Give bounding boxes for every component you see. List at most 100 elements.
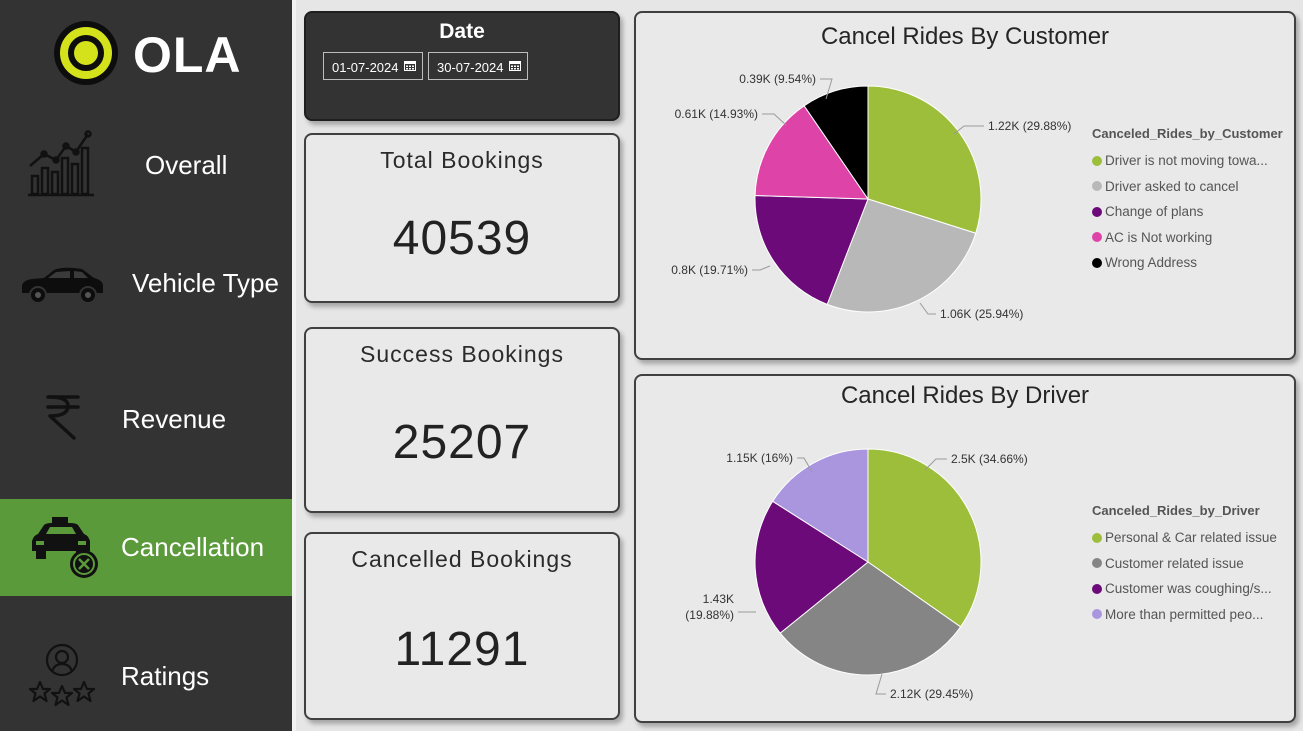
taxi-cancel-icon (32, 517, 98, 578)
leader-line-customer-2 (752, 265, 771, 271)
legend-label: Customer was coughing/s... (1105, 581, 1272, 597)
data-label-driver-3: 1.15K (16%) (726, 451, 793, 465)
leader-line-driver-1 (875, 673, 886, 695)
pie-slice-customer-0[interactable] (867, 85, 982, 234)
total-bookings-title: Total Bookings (380, 147, 544, 173)
leader-line-customer-4 (820, 78, 833, 100)
legend-title-driver: Canceled_Rides_by_Driver (1092, 503, 1260, 518)
success-bookings-title: Success Bookings (360, 341, 564, 367)
cancel-by-customer-card: Cancel Rides By Customer 1.22K (29.88%) 1… (634, 11, 1296, 360)
nav-label-vehicle-type: Vehicle Type (132, 268, 279, 298)
legend-item-driver-3[interactable]: More than permitted peo... (1092, 602, 1277, 628)
logo-text: OLA (133, 27, 242, 83)
legend-driver: Canceled_Rides_by_Driver Personal & Car … (1092, 503, 1277, 627)
date-filter-card: Date 01-07-2024 30-07-2024 (304, 11, 620, 121)
start-date-value: 01-07-2024 (332, 60, 399, 75)
legend-label: Driver is not moving towa... (1105, 153, 1268, 169)
legend-dot (1092, 206, 1102, 217)
start-date-field[interactable]: 01-07-2024 (323, 52, 423, 80)
legend-customer: Canceled_Rides_by_Customer Driver is not… (1092, 126, 1283, 276)
legend-label: Change of plans (1105, 204, 1204, 220)
legend-label: Customer related issue (1105, 555, 1244, 571)
legend-item-driver-0[interactable]: Personal & Car related issue (1092, 525, 1277, 551)
legend-label: More than permitted peo... (1105, 606, 1264, 622)
data-label-driver-0: 2.5K (34.66%) (951, 452, 1028, 466)
legend-dot (1092, 232, 1102, 243)
legend-label: Personal & Car related issue (1105, 530, 1277, 546)
legend-item-customer-1[interactable]: Driver asked to cancel (1092, 174, 1283, 200)
data-label-customer-2: 0.8K (19.71%) (671, 263, 748, 277)
legend-item-driver-1[interactable]: Customer related issue (1092, 551, 1277, 577)
car-icon (22, 267, 103, 304)
legend-item-driver-2[interactable]: Customer was coughing/s... (1092, 576, 1277, 602)
legend-title-customer: Canceled_Rides_by_Customer (1092, 126, 1283, 141)
chart-title-customer: Cancel Rides By Customer (820, 23, 1110, 50)
data-label-driver-2: 1.43K (19.88%) (685, 592, 734, 622)
legend-dot (1092, 155, 1102, 166)
date-filter-title: Date (439, 20, 485, 43)
leader-line-driver-3 (797, 457, 813, 473)
leader-line-driver-0 (924, 458, 947, 471)
cancelled-bookings-title: Cancelled Bookings (351, 546, 573, 572)
data-label-customer-0: 1.22K (29.88%) (988, 119, 1071, 133)
leader-line-customer-0 (953, 125, 984, 135)
total-bookings-card: Total Bookings 40539 (304, 133, 620, 303)
legend-label: Wrong Address (1105, 255, 1198, 271)
pie-slice-customer-4[interactable] (803, 85, 869, 201)
leader-line-customer-3 (762, 113, 787, 126)
star-badge-icon (28, 643, 96, 707)
pie-chart-customer: 1.22K (29.88%) 1.06K (25.94%) 0.8K (19.71%… (671, 72, 1071, 321)
nav-item-revenue[interactable]: Revenue (0, 368, 292, 465)
legend-item-customer-2[interactable]: Change of plans (1092, 199, 1283, 225)
pie-slice-customer-2[interactable] (754, 195, 869, 306)
legend-dot (1092, 558, 1102, 569)
legend-item-customer-3[interactable]: AC is Not working (1092, 225, 1283, 251)
success-bookings-value: 25207 (392, 416, 532, 469)
line-chart-icon (28, 130, 94, 197)
cancelled-bookings-value: 11291 (394, 623, 530, 676)
calendar-icon[interactable] (404, 60, 416, 71)
legend-dot (1092, 181, 1102, 192)
legend-item-customer-4[interactable]: Wrong Address (1092, 250, 1283, 276)
pie-slice-driver-0[interactable] (867, 448, 982, 628)
end-date-value: 30-07-2024 (437, 60, 504, 75)
nav-label-ratings: Ratings (121, 661, 210, 691)
nav-label-cancellation: Cancellation (121, 532, 265, 562)
legend-item-customer-0[interactable]: Driver is not moving towa... (1092, 148, 1283, 174)
data-label-customer-4: 0.39K (9.54%) (739, 72, 816, 86)
success-bookings-card: Success Bookings 25207 (304, 327, 620, 513)
nav-item-overall[interactable]: Overall (0, 118, 292, 215)
nav-label-overall: Overall (145, 150, 228, 180)
nav-item-cancellation[interactable]: Cancellation (0, 499, 292, 596)
pie-chart-driver: 2.5K (34.66%) 2.12K (29.45%) 1.43K (19.88%)… (685, 448, 1028, 701)
legend-dot (1092, 532, 1102, 543)
cancel-by-driver-card: Cancel Rides By Driver 2.5K (34.66%) 2.12… (634, 374, 1296, 723)
legend-dot (1092, 583, 1102, 594)
sidebar: OLA Overall Veh (0, 0, 292, 731)
data-label-driver-1: 2.12K (29.45%) (890, 687, 973, 701)
nav-label-revenue: Revenue (122, 404, 227, 434)
legend-label: AC is Not working (1105, 229, 1213, 245)
pie-slice-customer-1[interactable] (826, 198, 977, 313)
ola-logo-icon (54, 21, 118, 85)
data-label-customer-3: 0.61K (14.93%) (675, 107, 758, 121)
legend-dot (1092, 609, 1102, 620)
legend-label: Driver asked to cancel (1105, 178, 1239, 194)
data-label-customer-1: 1.06K (25.94%) (940, 307, 1023, 321)
rupee-icon (46, 395, 80, 440)
total-bookings-value: 40539 (392, 212, 532, 265)
legend-dot (1092, 257, 1102, 268)
chart-title-driver: Cancel Rides By Driver (840, 382, 1090, 409)
pie-slice-customer-3[interactable] (754, 105, 869, 200)
calendar-icon[interactable] (509, 60, 521, 71)
pie-slice-driver-2[interactable] (754, 500, 869, 634)
ola-logo: OLA (53, 20, 243, 86)
leader-line-customer-1 (919, 302, 936, 315)
pie-slice-driver-3[interactable] (772, 448, 869, 563)
end-date-field[interactable]: 30-07-2024 (428, 52, 528, 80)
nav-item-ratings[interactable]: Ratings (0, 628, 292, 725)
sidebar-divider (292, 0, 296, 731)
nav-item-vehicle-type[interactable]: Vehicle Type (0, 235, 292, 332)
pie-slice-driver-1[interactable] (779, 561, 962, 676)
cancelled-bookings-card: Cancelled Bookings 11291 (304, 532, 620, 720)
